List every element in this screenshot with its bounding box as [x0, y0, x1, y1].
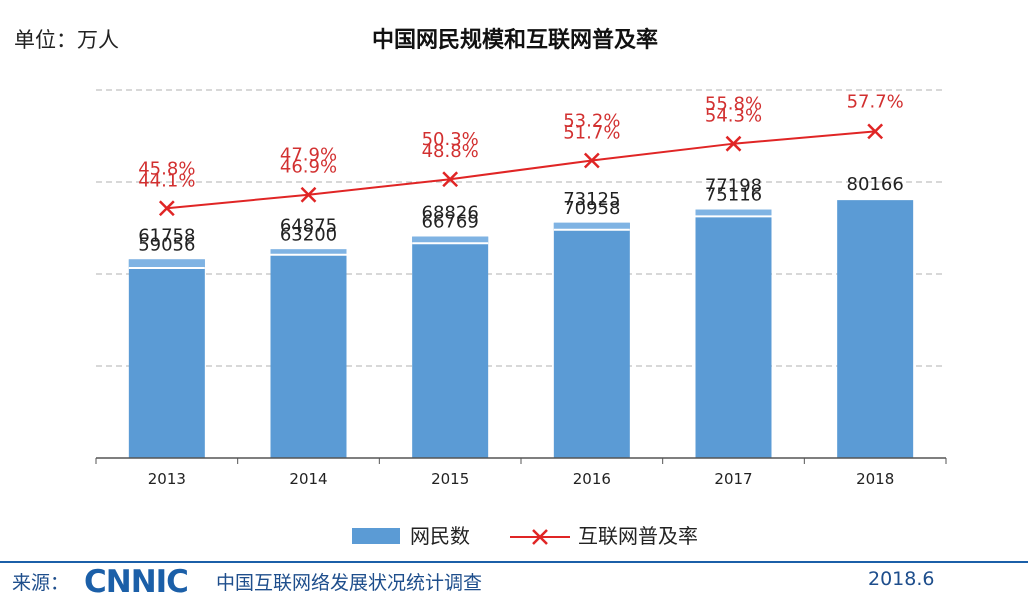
- x-tick-label: 2014: [289, 470, 327, 488]
- unit-label: 单位：万人: [14, 28, 119, 52]
- x-tick-label: 2015: [431, 470, 469, 488]
- bar-value-label: 64875: [280, 215, 337, 236]
- line-point: [867, 123, 884, 140]
- line-point: [583, 152, 600, 169]
- bar: [128, 259, 205, 458]
- line-value-label: 55.8%: [705, 94, 762, 115]
- legend-line-marker: [532, 529, 548, 545]
- line-value-label: 50.3%: [422, 129, 479, 150]
- x-tick-label: 2017: [714, 470, 752, 488]
- legend-bar-label: 网民数: [410, 524, 470, 548]
- bar: [270, 249, 347, 458]
- line-value-label: 54.3%: [705, 106, 762, 127]
- bar-value-label: 68826: [422, 203, 479, 224]
- bar-value-label: 77198: [705, 176, 762, 197]
- line-value-label: 57.7%: [847, 91, 904, 112]
- source-date: 2018.6: [868, 568, 935, 590]
- bar-value-label: 63200: [280, 224, 337, 245]
- source-organization: 中国互联网络发展状况统计调查: [216, 572, 483, 594]
- x-tick-label: 2016: [573, 470, 611, 488]
- line-value-label: 53.2%: [563, 110, 620, 131]
- bar-value-label: 70958: [563, 198, 620, 219]
- line-value-label: 51.7%: [563, 122, 620, 143]
- line-value-label: 45.8%: [138, 158, 195, 179]
- bar: [553, 222, 630, 458]
- bar: [837, 200, 914, 459]
- bar-segment: [553, 222, 630, 230]
- x-tick-label: 2013: [148, 470, 186, 488]
- line-point: [158, 200, 175, 217]
- legend-line-label: 互联网普及率: [578, 524, 698, 548]
- bar: [695, 209, 772, 458]
- line-value-label: 48.8%: [422, 141, 479, 162]
- bar-value-label: 66769: [422, 212, 479, 233]
- legend-bar-swatch: [352, 528, 400, 544]
- bar-segment: [270, 249, 347, 255]
- cnnic-logo: CNNIC: [84, 564, 189, 600]
- line-point: [725, 135, 742, 152]
- series-line: [166, 130, 876, 210]
- line-value-label: 47.9%: [280, 145, 337, 166]
- bar-value-label: 75116: [705, 185, 762, 206]
- chart-title: 中国网民规模和互联网普及率: [371, 28, 658, 53]
- line-point: [300, 186, 317, 203]
- bar-segment: [128, 259, 205, 269]
- bar-value-label: 73125: [563, 189, 620, 210]
- line-point: [442, 171, 459, 188]
- line-value-label: 44.1%: [138, 170, 195, 191]
- bar-segment: [695, 209, 772, 217]
- line-value-label: 46.9%: [280, 157, 337, 178]
- bar-segment: [412, 236, 489, 244]
- bar-value-label: 61758: [138, 225, 195, 246]
- bar-value-label: 59056: [138, 234, 195, 255]
- bar: [412, 236, 489, 458]
- x-tick-label: 2018: [856, 470, 894, 488]
- source-label: 来源：: [12, 572, 70, 594]
- bar-value-label: 80166: [847, 174, 904, 195]
